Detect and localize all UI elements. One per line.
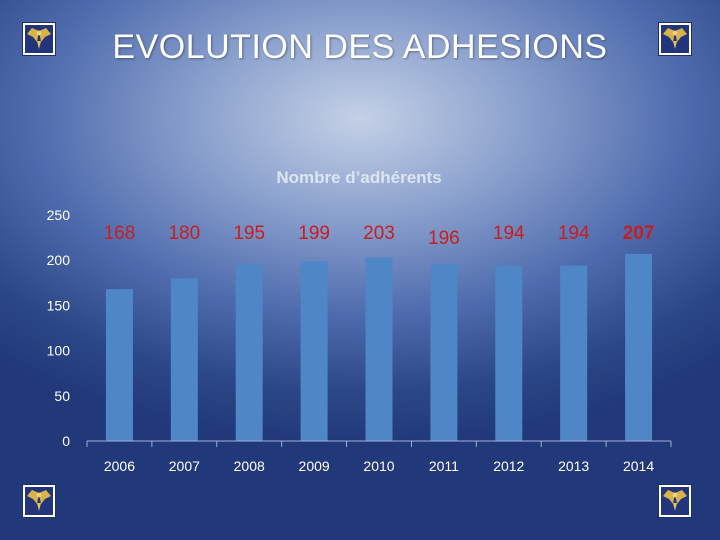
bars-group (105, 253, 653, 441)
y-tick-label: 50 (54, 388, 70, 404)
x-tick-label: 2009 (299, 458, 330, 474)
y-tick-label: 0 (62, 433, 70, 449)
data-label: 199 (298, 223, 330, 244)
x-tick-label: 2010 (363, 458, 394, 474)
x-axis: 2006 2007 2008 2009 2010 2011 2012 2013 2014 (86, 440, 672, 474)
x-tick-label: 2006 (104, 458, 135, 474)
bar (365, 257, 393, 441)
emblem-top-right-icon (658, 22, 692, 56)
bar (235, 264, 263, 441)
data-label: 203 (363, 223, 395, 244)
emblem-bottom-right-icon (658, 484, 692, 518)
bar (430, 263, 458, 441)
x-tick-label: 2008 (234, 458, 265, 474)
y-tick-label: 200 (47, 252, 71, 268)
y-axis: 0 50 100 150 200 250 (47, 207, 71, 449)
bar (625, 253, 653, 441)
data-labels-group: 168 180 195 199 203 196 194 194 207 (104, 223, 655, 249)
bar (300, 261, 328, 441)
data-label: 207 (623, 223, 655, 244)
bar (560, 265, 588, 441)
data-label: 180 (168, 223, 200, 244)
data-label: 194 (493, 223, 525, 244)
x-tick-label: 2012 (493, 458, 524, 474)
chart-title: Nombre d’adhérents (276, 168, 441, 187)
x-tick-label: 2011 (429, 458, 459, 474)
x-tick-label: 2013 (558, 458, 589, 474)
y-tick-label: 100 (47, 343, 71, 359)
bar (105, 289, 133, 441)
slide-title: EVOLUTION DES ADHESIONS (112, 28, 608, 66)
bar (170, 278, 198, 441)
y-tick-label: 250 (47, 207, 71, 223)
data-label: 168 (104, 223, 136, 244)
data-label: 196 (428, 228, 460, 249)
bar (495, 265, 523, 441)
x-tick-label: 2007 (169, 458, 200, 474)
data-label: 194 (558, 223, 590, 244)
data-label: 195 (233, 223, 265, 244)
x-tick-label: 2014 (623, 458, 654, 474)
emblem-bottom-left-icon (22, 484, 56, 518)
y-tick-label: 150 (47, 297, 71, 313)
emblem-top-left-icon (22, 22, 56, 56)
